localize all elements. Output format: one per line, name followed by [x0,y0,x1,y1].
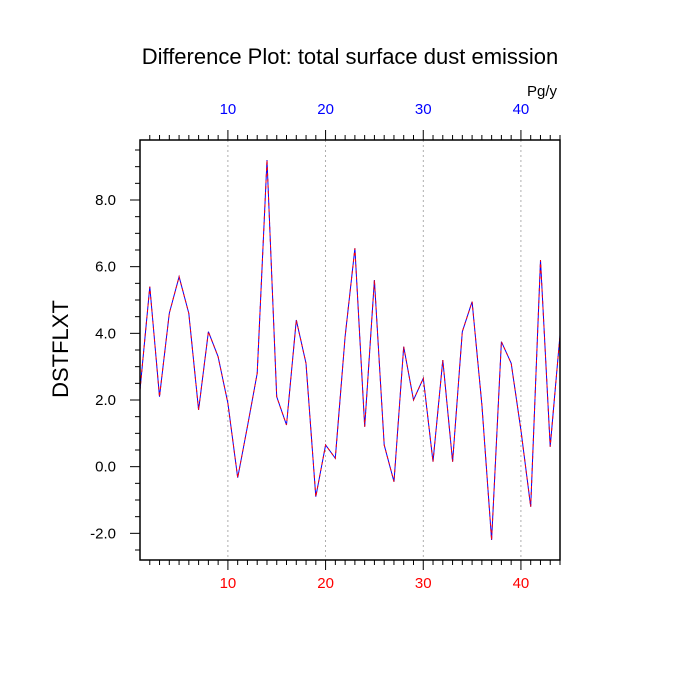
y-tick-label: 2.0 [95,392,116,409]
x-tick-label-bottom: 10 [220,575,237,592]
y-tick-label: 6.0 [95,259,116,276]
y-tick-label: 4.0 [95,325,116,342]
y-tick-label: 8.0 [95,192,116,209]
x-tick-label-top: 20 [317,101,334,118]
chart-title: Difference Plot: total surface dust emis… [142,44,559,69]
plot-frame [139,139,561,561]
y-axis-label: DSTFLXT [48,300,73,398]
tick-labels: 10 10 20 20 30 30 40 40 -2.0 0.0 2.0 4.0 6.0 8.0 [90,101,529,592]
grid-lines [227,140,522,560]
data-series [139,159,561,541]
x-tick-label-bottom: 20 [317,575,334,592]
axis-ticks [130,130,561,570]
series-line-red-dashed [139,159,561,541]
units-label: Pg/y [527,83,558,100]
x-tick-label-top: 40 [513,101,530,118]
y-tick-label: 0.0 [95,459,116,476]
x-tick-label-bottom: 30 [415,575,432,592]
series-line-blue [139,159,561,541]
x-tick-label-bottom: 40 [513,575,530,592]
y-tick-label: -2.0 [90,525,116,542]
x-tick-label-top: 30 [415,101,432,118]
x-tick-label-top: 10 [220,101,237,118]
